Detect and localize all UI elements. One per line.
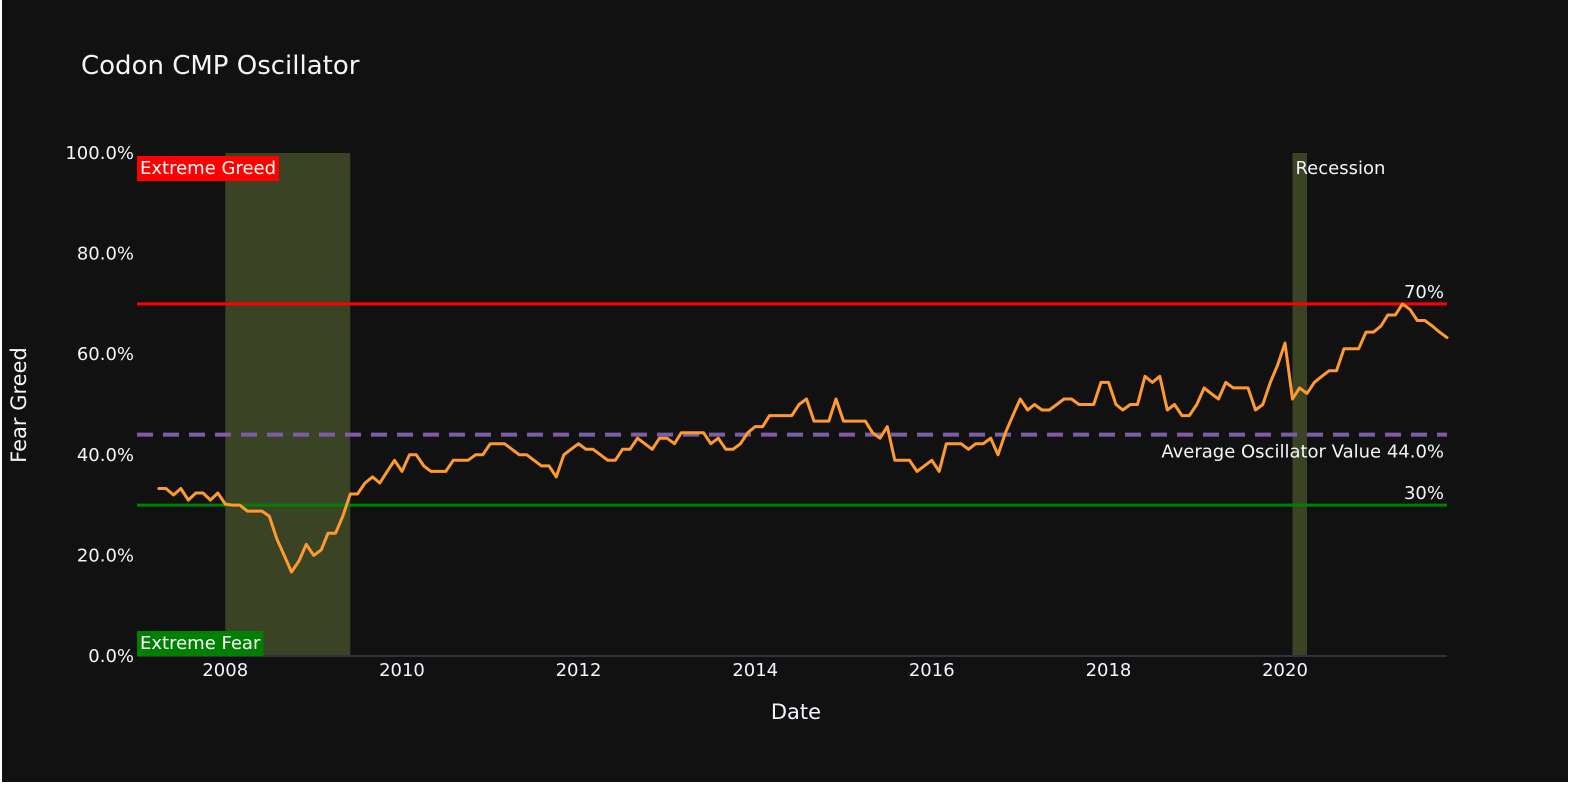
reference-line-label: 30% [1404, 483, 1444, 504]
x-tick-label: 2020 [1262, 660, 1308, 681]
recession-label: Recession [1295, 158, 1385, 179]
oscillator-chart: Codon CMP Oscillator 0.0% 20.0% 40.0% 60.0%… [2, 0, 1568, 782]
chart-title: Codon CMP Oscillator [81, 51, 360, 81]
y-tick-label: 40.0% [77, 445, 134, 466]
shaded-regions [225, 153, 1308, 656]
y-tick-label: 20.0% [77, 545, 134, 566]
extreme-greed-label-bg [137, 156, 279, 181]
shaded-region [225, 153, 351, 656]
x-axis: 2008 2010 2012 2014 2016 2018 2020 [202, 660, 1308, 681]
x-tick-label: 2010 [379, 660, 425, 681]
y-axis-title: Fear Greed [7, 347, 31, 463]
x-tick-label: 2012 [556, 660, 602, 681]
extreme-fear-label: Extreme Fear [140, 633, 261, 654]
oscillator-line [157, 302, 1449, 574]
series-layer [157, 302, 1449, 574]
y-axis: 0.0% 20.0% 40.0% 60.0% 80.0% 100.0% [65, 143, 134, 667]
shaded-region [1292, 153, 1308, 656]
x-tick-label: 2016 [909, 660, 955, 681]
y-tick-label: 80.0% [77, 244, 134, 265]
y-tick-label: 0.0% [88, 646, 134, 667]
extreme-greed-label: Extreme Greed [140, 158, 276, 179]
x-tick-label: 2014 [732, 660, 778, 681]
reference-lines [137, 302, 1447, 507]
y-tick-label: 100.0% [65, 143, 134, 164]
reference-line-label: 70% [1404, 282, 1444, 303]
annotation-layer: Recession 70% 30% Average Oscillator Value … [137, 156, 1444, 656]
x-tick-label: 2008 [202, 660, 248, 681]
x-axis-title: Date [771, 700, 821, 724]
chart-container: Codon CMP Oscillator 0.0% 20.0% 40.0% 60.0%… [2, 0, 1568, 782]
x-tick-label: 2018 [1086, 660, 1132, 681]
reference-line-label: Average Oscillator Value 44.0% [1161, 442, 1444, 463]
y-tick-label: 60.0% [77, 344, 134, 365]
extreme-fear-label-bg [137, 631, 264, 656]
